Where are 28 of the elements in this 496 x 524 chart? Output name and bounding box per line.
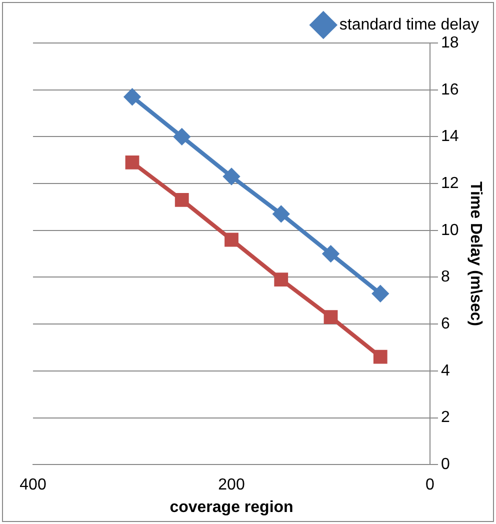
y-tick-label: 10 [441,222,459,239]
y-tick-label: 16 [441,81,459,98]
x-axis-title: coverage region [170,498,294,516]
y-tick-label: 8 [441,268,450,286]
legend-label: standard time delay [339,16,480,34]
y-tick-label: 4 [441,362,450,380]
point [273,206,290,222]
y-axis-title: Time Delay (m\sec) [466,181,484,326]
point [274,272,288,287]
y-tick-label: 18 [441,34,459,52]
point [372,286,388,302]
point [174,192,189,207]
y-tick-label: 2 [441,409,450,426]
y-tick-label: 14 [441,128,459,146]
point [224,168,240,185]
point [124,88,140,105]
x-tick-label: 0 [426,476,435,494]
x-tick-label: 400 [20,476,46,494]
point [224,232,238,247]
y-tick-label: 0 [441,456,450,474]
point [125,156,140,170]
point [373,350,388,364]
y-tick-label: 12 [441,174,459,192]
point [174,128,190,145]
y-tick-label: 6 [441,315,450,332]
point [322,246,339,262]
point [324,310,338,324]
x-tick-label: 200 [218,476,245,494]
